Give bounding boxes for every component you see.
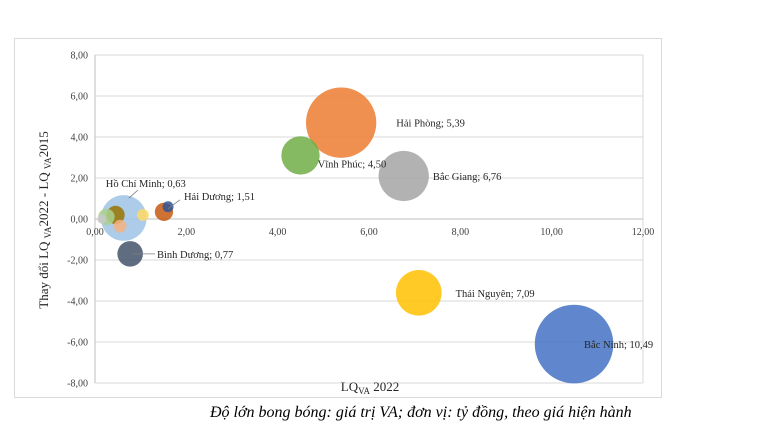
- bubble-point: [97, 214, 107, 224]
- y-tick-label: 6,00: [71, 92, 89, 103]
- x-tick-label: 12,00: [632, 227, 655, 238]
- bubble-point: [378, 150, 429, 202]
- x-tick-label: 4,00: [269, 227, 287, 238]
- bubble-point: [305, 87, 377, 158]
- x-axis-title: LQVA 2022: [341, 379, 399, 396]
- footnote: Độ lớn bong bóng: giá trị VA; đơn vị: tỷ…: [210, 404, 632, 421]
- y-axis-title: Thay đổi LQ VA2022 - LQ VA2015: [36, 131, 53, 309]
- y-tick-label: 2,00: [71, 174, 89, 185]
- data-label: Hồ Chí Minh; 0,63: [106, 179, 186, 190]
- data-label: Hải Phòng; 5,39: [396, 119, 465, 130]
- bubble-point: [117, 241, 143, 267]
- bubble-chart: 8,00 6,00 4,00 2,00 0,00 -2,00 -4,00 -6,00 -8,00…: [36, 51, 655, 397]
- x-tick-label: 0,00: [86, 227, 104, 238]
- bubble-point: [162, 201, 174, 213]
- x-tick-label: 2,00: [178, 227, 196, 238]
- bubble-point: [113, 219, 127, 233]
- y-tick-label: -6,00: [67, 338, 88, 349]
- data-label: Bắc Ninh; 10,49: [584, 340, 653, 351]
- y-tick-label: 0,00: [71, 215, 89, 226]
- bubble-point: [281, 136, 320, 175]
- y-tick-label: 8,00: [71, 51, 89, 62]
- data-label: Bình Dương; 0,77: [157, 250, 233, 261]
- data-label: Bắc Giang; 6,76: [433, 172, 502, 183]
- bubble-point: [395, 269, 442, 316]
- y-tick-label: 4,00: [71, 133, 89, 144]
- y-tick-label: -4,00: [67, 297, 88, 308]
- bubble-point: [534, 304, 614, 384]
- x-tick-label: 10,00: [540, 227, 563, 238]
- x-tick-label: 6,00: [360, 227, 378, 238]
- label-leader: [128, 189, 139, 199]
- data-label: Hải Dương; 1,51: [184, 192, 255, 203]
- y-tick-label: -8,00: [67, 379, 88, 390]
- data-label: Thái Nguyên; 7,09: [456, 289, 535, 300]
- label-leader: [167, 199, 181, 210]
- y-tick-label: -2,00: [67, 256, 88, 267]
- bubble-point: [137, 208, 149, 221]
- data-label: Vĩnh Phúc; 4,50: [318, 159, 387, 170]
- x-tick-label: 8,00: [452, 227, 470, 238]
